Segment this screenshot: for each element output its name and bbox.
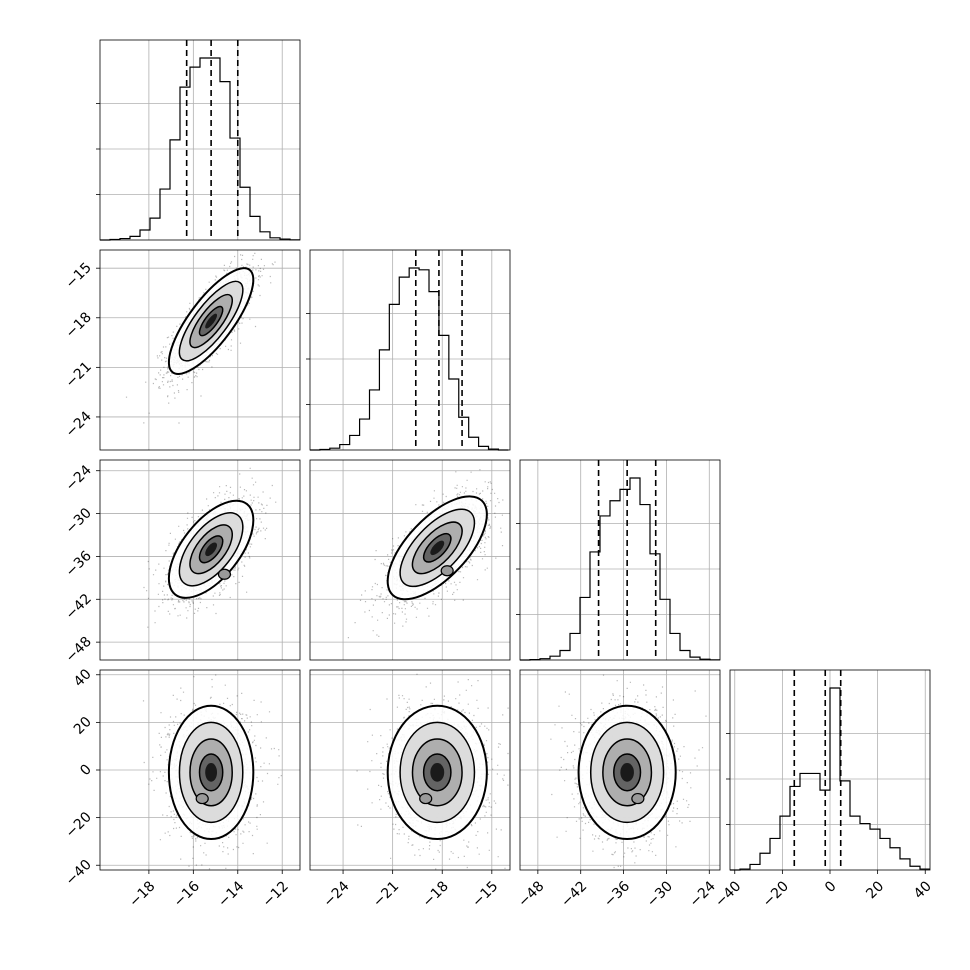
panel-frame [309,459,511,661]
y-tick-label: −24 [63,408,95,440]
contour-level [205,542,218,557]
contour-level [440,565,454,577]
panel-frame [309,249,511,451]
y-tick-label: 20 [71,714,95,738]
y-tick-label: −18 [63,309,95,341]
scatter-panel-5 [519,669,721,871]
y-tick-label: −21 [63,359,95,391]
y-tick-label: −15 [63,260,95,292]
y-tick-label: −42 [63,591,95,623]
histogram-panel-0 [96,39,301,241]
panel-frame [519,669,721,871]
contour-level [205,313,218,329]
x-tick-label: −24 [320,878,352,910]
x-tick-label: −24 [687,878,719,910]
y-tick-label: −30 [63,505,95,537]
y-tick-label: −40 [63,857,95,889]
x-tick-label: 20 [863,878,887,902]
panel-frame [99,459,301,661]
panel-frame [99,39,301,241]
scatter-panel-2 [309,459,511,661]
contour-level [430,540,445,556]
x-tick-label: −40 [712,878,744,910]
contour-level [620,763,634,782]
y-tick-label: −48 [63,634,95,666]
x-tick-label: −14 [215,878,247,910]
scatter-panel-4 [309,669,511,871]
y-tick-label: 40 [71,666,95,690]
histogram-step-line [730,687,930,871]
x-tick-label: −18 [420,878,452,910]
x-tick-label: 40 [911,878,935,902]
x-tick-label: −16 [171,878,203,910]
panel-frame [309,669,511,871]
x-tick-label: 0 [822,878,840,896]
panel-frame [99,249,301,451]
contour-level [430,763,445,782]
scatter-panel-3 [99,669,301,871]
contour-level [419,792,433,805]
histogram-step-line [520,477,720,661]
x-tick-label: −20 [760,878,792,910]
x-tick-label: −18 [126,878,158,910]
histogram-panel-3 [726,669,931,871]
scatter-panel-1 [99,459,301,661]
contour-level [205,763,218,782]
x-tick-label: −42 [558,878,590,910]
x-tick-label: −21 [370,878,402,910]
histogram-panel-2 [516,459,721,661]
x-tick-label: −15 [469,878,501,910]
histogram-step-line [100,57,300,241]
y-tick-label: −24 [63,462,95,494]
contour-level [631,792,645,805]
x-tick-label: −48 [515,878,547,910]
contour-level [217,568,232,580]
y-tick-label: −20 [63,809,95,841]
histogram-panel-1 [306,249,511,451]
x-tick-label: −12 [260,878,292,910]
contour-level [195,792,209,805]
x-tick-label: −36 [601,878,633,910]
y-tick-label: −36 [63,548,95,580]
scatter-panel-0 [99,249,301,451]
y-tick-label: 0 [77,762,95,780]
scatter-points [550,674,707,869]
x-tick-label: −30 [644,878,676,910]
panel-frame [519,459,721,661]
histogram-step-line [310,267,509,451]
